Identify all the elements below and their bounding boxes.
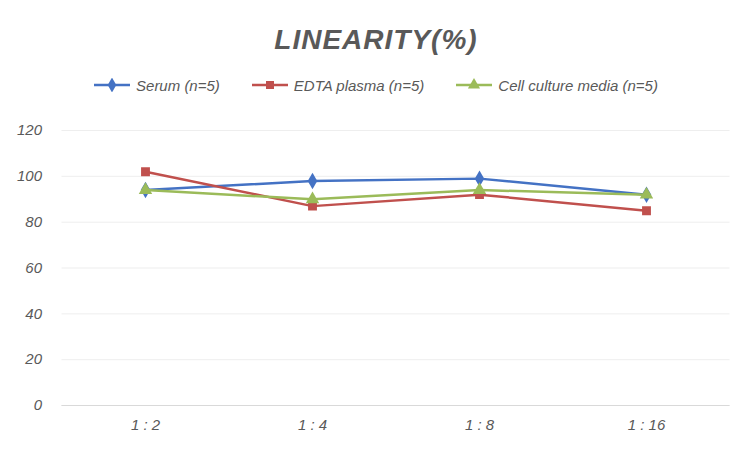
svg-text:80: 80 <box>25 213 42 230</box>
svg-text:0: 0 <box>34 396 43 413</box>
svg-text:1 : 4: 1 : 4 <box>298 416 327 433</box>
svg-text:1 : 16: 1 : 16 <box>628 416 666 433</box>
html-text:EDTA plasma (n=5): EDTA plasma (n=5) <box>293 76 425 94</box>
svg-text:1 : 2: 1 : 2 <box>131 416 161 433</box>
svg-text:100: 100 <box>17 167 43 184</box>
svg-text:40: 40 <box>25 305 42 322</box>
html-text:Serum (n=5): Serum (n=5) <box>136 76 220 94</box>
svg-text:1 : 8: 1 : 8 <box>465 416 495 433</box>
svg-text:120: 120 <box>17 121 43 138</box>
svg-text:20: 20 <box>24 350 42 367</box>
html-text:Cell culture media (n=5): Cell culture media (n=5) <box>498 76 658 94</box>
html-text:LINEARITY(%): LINEARITY(%) <box>274 24 478 55</box>
svg-text:60: 60 <box>25 259 42 276</box>
